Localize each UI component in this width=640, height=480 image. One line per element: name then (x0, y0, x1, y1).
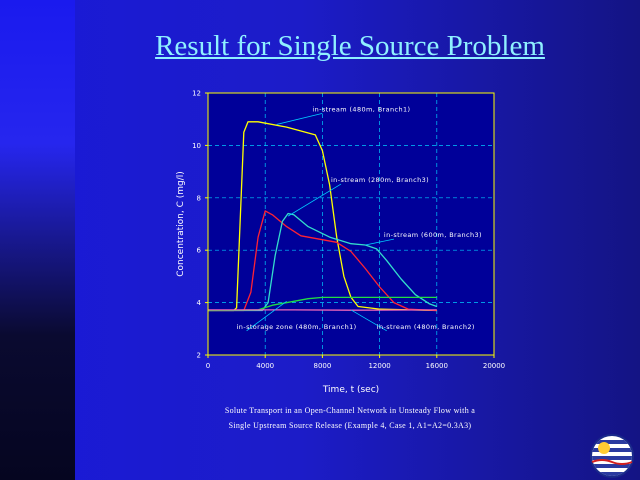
y-tick-label: 4 (197, 299, 202, 307)
x-axis-label: Time, t (sec) (322, 385, 379, 395)
y-tick-label: 10 (192, 142, 201, 150)
annotation-pointer (287, 183, 342, 217)
series-line-3 (208, 212, 438, 312)
axes (205, 92, 495, 358)
x-tick-label: 12000 (368, 362, 390, 370)
y-tick-label: 2 (197, 352, 201, 360)
caption-line-2: Single Upstream Source Release (Example … (228, 421, 472, 430)
annotation-pointer (350, 309, 387, 332)
y-tick-label: 12 (192, 90, 201, 98)
series-layer (207, 121, 438, 312)
x-tick-label: 0 (206, 362, 210, 370)
plot-area (208, 93, 494, 355)
series-line-1 (208, 121, 437, 312)
series-line-2 (208, 210, 437, 312)
annotation-pointer (276, 112, 323, 125)
annotation-label: in-stream (600m, Branch3) (384, 231, 482, 239)
annotation-pointer (246, 300, 287, 332)
concentration-chart: 0 4000 8000 12000 16000 20000 2 4 6 8 10 12 in-stre… (176, 90, 505, 395)
annotations: in-stream (480m, Branch1) in-stream (280m… (237, 105, 482, 332)
slide-title: Result for Single Source Problem (155, 30, 545, 62)
caption-line-1: Solute Transport in an Open-Channel Netw… (224, 406, 476, 415)
x-tick-label: 16000 (426, 362, 448, 370)
x-tick-label: 8000 (313, 362, 331, 370)
y-tick-label: 6 (197, 247, 202, 255)
annotation-label: in-stream (480m, Branch2) (377, 323, 475, 331)
plot-frame (207, 92, 495, 356)
left-decor-panel (0, 0, 75, 480)
series-line-4 (207, 296, 437, 312)
y-tick-label: 8 (197, 194, 201, 202)
figure-caption: Solute Transport in an Open-Channel Netw… (180, 403, 520, 433)
y-axis-label: Concentration, C (mg/l) (176, 171, 186, 277)
annotation-label: in-stream (480m, Branch1) (312, 105, 410, 113)
x-tick-label: 4000 (256, 362, 274, 370)
university-logo-icon (590, 434, 634, 478)
tick-labels: 0 4000 8000 12000 16000 20000 2 4 6 8 10 12 (192, 90, 505, 371)
annotation-label: in-storage zone (480m, Branch1) (237, 323, 357, 331)
grid-lines (208, 93, 494, 355)
x-tick-label: 20000 (483, 362, 505, 370)
annotation-pointer (365, 238, 394, 246)
annotation-label: in-stream (280m, Branch3) (331, 176, 429, 184)
